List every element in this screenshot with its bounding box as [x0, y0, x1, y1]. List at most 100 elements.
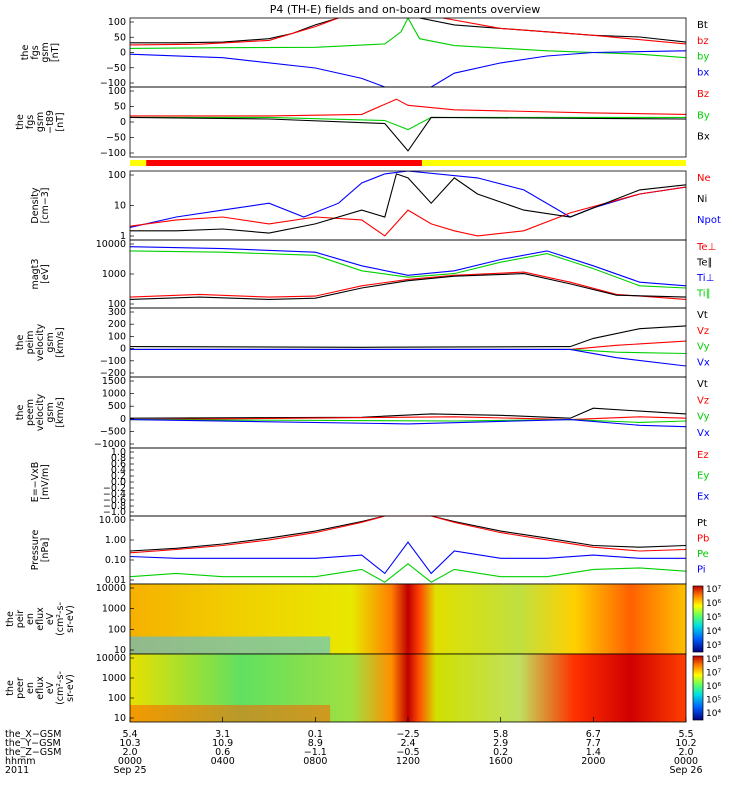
y-axis-label-line: the	[15, 335, 26, 351]
y-tick-label: 100	[108, 86, 126, 97]
series-line-Vz	[130, 340, 686, 350]
series-line-Ti∥	[130, 250, 686, 289]
legend-entry: Npot	[697, 215, 721, 226]
panel-fgs_t89: 100 50 0 −50 −100 the fgs gsm −t89 [nT] Bz By Bx	[15, 86, 710, 159]
mode-bar-red	[146, 160, 422, 166]
colorbar-tick-label: 10⁶	[706, 599, 721, 609]
y-axis-label: the fgs gsm [nT]	[20, 42, 61, 62]
y-axis-label-line: eV	[45, 612, 56, 625]
y-axis-label: magt3 [eV]	[30, 259, 51, 290]
y-tick-label: 500	[108, 401, 126, 412]
colorbar-tick-label: 10⁸	[706, 655, 721, 665]
panel-density: 100 10 1 Density [cm−3] Ne Ni Npot	[30, 170, 721, 242]
y-axis-label-line: gsm	[45, 332, 56, 352]
x-tick-value: 0.6	[215, 747, 230, 758]
series-line-by2	[407, 18, 686, 59]
y-axis-label-line: (cm²-s-	[55, 602, 66, 636]
legend-entry: Vx	[697, 357, 710, 368]
colorbar	[692, 585, 704, 653]
y-axis-label-line: [eV]	[40, 264, 51, 284]
y-tick-label: 300	[108, 307, 126, 318]
colorbar-tick-label: 10⁵	[706, 613, 721, 623]
y-tick-label: 100	[108, 170, 126, 181]
y-tick-label: −0.2	[103, 483, 126, 494]
time-axis: the_X−GSMthe_Y−GSMthe_Z−GSMhhmm20115.410…	[5, 717, 703, 776]
series-line-Vx	[130, 348, 686, 367]
series-line-Bt2	[419, 18, 686, 43]
y-axis-label-line: velocity	[35, 324, 46, 362]
series-line-Ne	[130, 186, 686, 237]
y-tick-label: 0	[120, 344, 126, 355]
x-tick-value: 6.7	[586, 729, 601, 740]
series-line-Pi	[130, 541, 686, 575]
y-tick-label: 1000	[102, 673, 126, 684]
x-tick-value: 2000	[581, 756, 605, 767]
legend-entry: Vt	[697, 310, 708, 321]
legend-entry: Vy	[697, 342, 710, 353]
colorbar-tick-label: 10⁴	[706, 709, 721, 719]
x-row-label: 2011	[5, 765, 29, 776]
legend-entry: By	[697, 110, 710, 121]
y-axis-label-line: sr-eV)	[65, 674, 76, 702]
y-axis-label-line: the	[15, 405, 26, 421]
y-tick-label: 10	[114, 201, 126, 212]
y-tick-label: 0.4	[111, 465, 126, 476]
y-tick-label: −0.8	[103, 501, 126, 512]
panel-frame	[129, 86, 687, 158]
x-tick-value: 0000	[674, 756, 698, 767]
y-tick-label: 0	[120, 414, 126, 425]
x-tick-value: 0.1	[308, 729, 323, 740]
x-row-label: the_Z−GSM	[5, 747, 61, 758]
colorbar-tick-label: 10³	[706, 641, 721, 651]
y-axis-label: Density [cm−3]	[30, 187, 51, 223]
series-line-Te∥	[130, 273, 686, 300]
colorbar-tick-label: 10⁷	[706, 585, 721, 595]
y-axis-label-line: gsm	[35, 112, 46, 132]
y-axis-label-line: eV	[45, 681, 56, 694]
x-row-label: hhmm	[5, 756, 36, 767]
y-tick-label: 1000	[102, 269, 126, 280]
y-axis-label-line: Pressure	[30, 530, 41, 571]
series-line-Vt	[130, 407, 686, 419]
y-tick-label: 50	[114, 102, 126, 113]
legend-entry: Te∥	[696, 258, 713, 269]
series-line-Pb	[130, 516, 686, 554]
y-tick-label: 0.6	[111, 459, 126, 470]
y-tick-label: −200	[100, 368, 126, 379]
legend-entry: Pe	[697, 549, 709, 560]
y-tick-label: 1000	[102, 389, 126, 400]
y-tick-label: 1	[120, 231, 126, 242]
y-tick-label: 10000	[96, 583, 126, 594]
series-line-Te⊥	[130, 271, 686, 300]
series-line-Pt	[130, 516, 686, 552]
legend-entry: Ni	[697, 194, 707, 205]
y-tick-label: 10	[114, 713, 126, 724]
series-line-Bt	[130, 18, 339, 44]
series-line-by	[130, 18, 409, 49]
legend-entry: Bt	[697, 20, 708, 31]
x-tick-value: 1200	[396, 756, 420, 767]
x-tick-value: 2.0	[678, 747, 693, 758]
figure-title: P4 (TH-E) fields and on-board moments ov…	[270, 3, 541, 16]
y-tick-label: −100	[100, 356, 126, 367]
panel-frame	[129, 515, 687, 585]
x-date-end: Sep 26	[669, 765, 702, 776]
x-tick-value: 1.4	[586, 747, 601, 758]
legend-entry: Ez	[697, 450, 709, 461]
y-tick-label: 10.00	[99, 515, 126, 526]
x-tick-value: −2.5	[396, 729, 419, 740]
x-tick-value: 2.4	[400, 738, 415, 749]
x-tick-value: 10.2	[675, 738, 696, 749]
legend-entry: Vy	[697, 412, 710, 423]
series-line-Vt	[130, 325, 686, 348]
y-axis-label: Pressure [nPa]	[30, 530, 51, 571]
y-tick-label: 0.0	[111, 477, 126, 488]
legend-entry: by	[697, 52, 709, 63]
y-axis-label-line: magt3	[30, 259, 41, 290]
x-tick-value: 0800	[303, 756, 327, 767]
y-axis-label-line: the	[5, 611, 16, 627]
y-axis-label-line: en	[25, 682, 36, 694]
series-line-Ti⊥	[130, 246, 686, 287]
